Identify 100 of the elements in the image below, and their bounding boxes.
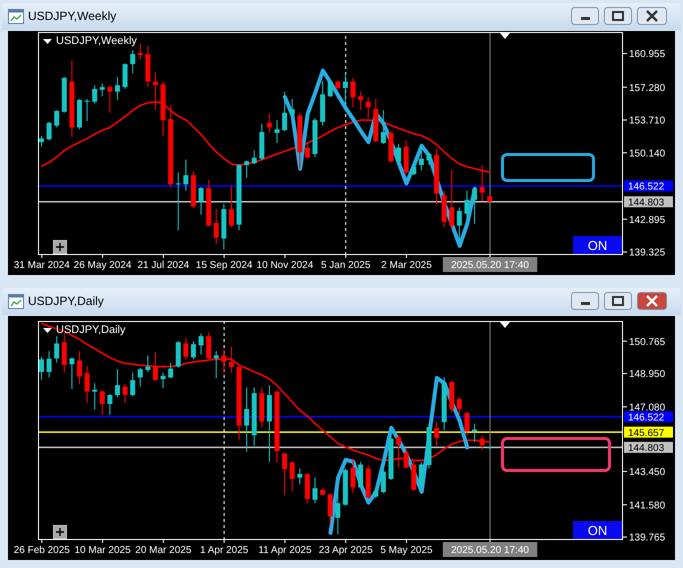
x-tick-label: 2025.05.20 17:40: [451, 260, 530, 271]
candlestick: [100, 390, 105, 416]
candlestick: [39, 135, 44, 148]
y-tick-label: 143.450: [629, 467, 666, 478]
candlestick: [76, 350, 82, 385]
y-tick-label: 147.080: [629, 402, 666, 414]
candlestick: [380, 464, 386, 494]
candlestick: [252, 150, 257, 165]
candlestick: [183, 159, 188, 192]
candlestick: [214, 350, 219, 379]
candlestick: [456, 206, 462, 241]
candlestick: [39, 356, 44, 380]
candlestick: [472, 423, 478, 442]
candlestick: [92, 84, 98, 104]
candlestick: [290, 98, 295, 116]
ref-line-label: 146.522: [628, 412, 665, 424]
x-tick-label: 1 Apr 2025: [200, 545, 249, 556]
candlestick: [138, 43, 143, 60]
candlestick: [130, 50, 136, 74]
y-tick-label: 153.710: [629, 116, 666, 127]
y-tick-label: 150.140: [629, 148, 666, 160]
y-tick-label: 150.765: [629, 336, 666, 348]
candlestick: [328, 80, 333, 98]
candlestick: [282, 452, 288, 496]
candlestick: [297, 468, 302, 485]
candlestick: [114, 368, 120, 398]
annotation: ON: [573, 236, 622, 254]
candlestick: [130, 372, 136, 397]
candlestick: [122, 384, 128, 404]
x-tick-label: 23 Apr 2025: [318, 545, 374, 556]
candlestick: [304, 142, 310, 160]
candlestick: [214, 208, 219, 244]
candlestick: [426, 152, 432, 166]
candlestick: [122, 62, 128, 90]
y-tick-label: 160.955: [629, 49, 666, 60]
candlestick: [176, 172, 181, 231]
x-tick-label: 15 Sep 2024: [196, 260, 253, 271]
candlestick: [228, 186, 234, 228]
candlestick: [107, 84, 112, 114]
x-tick-label: 2025.05.20 17:40: [451, 545, 530, 556]
candlestick: [46, 121, 52, 141]
y-tick-label: 139.765: [629, 532, 666, 544]
x-tick-label: 2 Mar 2025: [381, 260, 432, 271]
candlestick: [84, 98, 90, 122]
x-tick-label: 20 Mar 2025: [135, 545, 192, 556]
x-tick-label: 26 Feb 2025: [14, 545, 70, 556]
ref-line-label: 146.522: [628, 182, 665, 193]
x-tick-label: 11 Apr 2025: [258, 545, 312, 556]
candlestick: [350, 77, 356, 108]
candlestick: [198, 333, 204, 355]
candlestick: [373, 488, 378, 499]
x-tick-label: 31 Mar 2024: [14, 260, 70, 271]
candlestick: [46, 350, 52, 378]
candlestick: [350, 458, 356, 494]
candlestick: [358, 91, 364, 111]
candlestick: [107, 394, 112, 416]
candlestick: [335, 80, 340, 90]
candlestick: [54, 336, 60, 364]
candlestick: [396, 143, 402, 165]
candlestick: [168, 362, 174, 379]
candlestick: [328, 492, 333, 526]
candlestick: [69, 357, 74, 390]
y-tick-label: 148.950: [629, 369, 666, 380]
candlestick: [335, 488, 340, 535]
candlestick: [290, 461, 295, 492]
candlestick: [464, 412, 470, 436]
candlestick: [449, 169, 454, 230]
candlestick: [152, 352, 158, 382]
y-tick-label: 142.895: [629, 214, 666, 226]
candlestick: [244, 160, 250, 178]
x-tick-label: 10 Nov 2024: [256, 260, 314, 271]
y-tick-label: 139.325: [629, 248, 666, 259]
chart-title: USDJPY,Weekly: [28, 9, 116, 23]
ref-line-label: 145.657: [628, 428, 665, 439]
candlestick: [183, 337, 188, 360]
candlestick: [472, 188, 478, 224]
candlestick: [480, 434, 485, 451]
candlestick: [145, 354, 150, 372]
candlestick: [312, 477, 318, 504]
candlestick: [456, 396, 462, 416]
candlestick: [54, 110, 60, 128]
candlestick: [418, 143, 424, 172]
ref-line-label: 144.803: [628, 442, 665, 454]
candlestick: [380, 110, 386, 144]
candlestick: [92, 382, 98, 410]
candlestick: [358, 461, 364, 489]
candlestick: [198, 186, 204, 216]
y-tick-label: 157.280: [629, 82, 666, 94]
candlestick: [434, 422, 440, 446]
candlestick: [464, 190, 470, 218]
y-tick-label: 141.580: [629, 500, 666, 512]
candlestick: [418, 462, 424, 490]
candlestick: [221, 348, 226, 374]
chart-title: USDJPY,Daily: [28, 294, 104, 308]
annotation: ON: [573, 521, 622, 539]
candlestick: [282, 91, 288, 132]
x-tick-label: 26 May 2024: [74, 260, 132, 271]
x-tick-label: 21 Jul 2024: [138, 260, 190, 271]
x-tick-label: 5 May 2025: [380, 545, 434, 556]
candlestick: [274, 120, 280, 144]
